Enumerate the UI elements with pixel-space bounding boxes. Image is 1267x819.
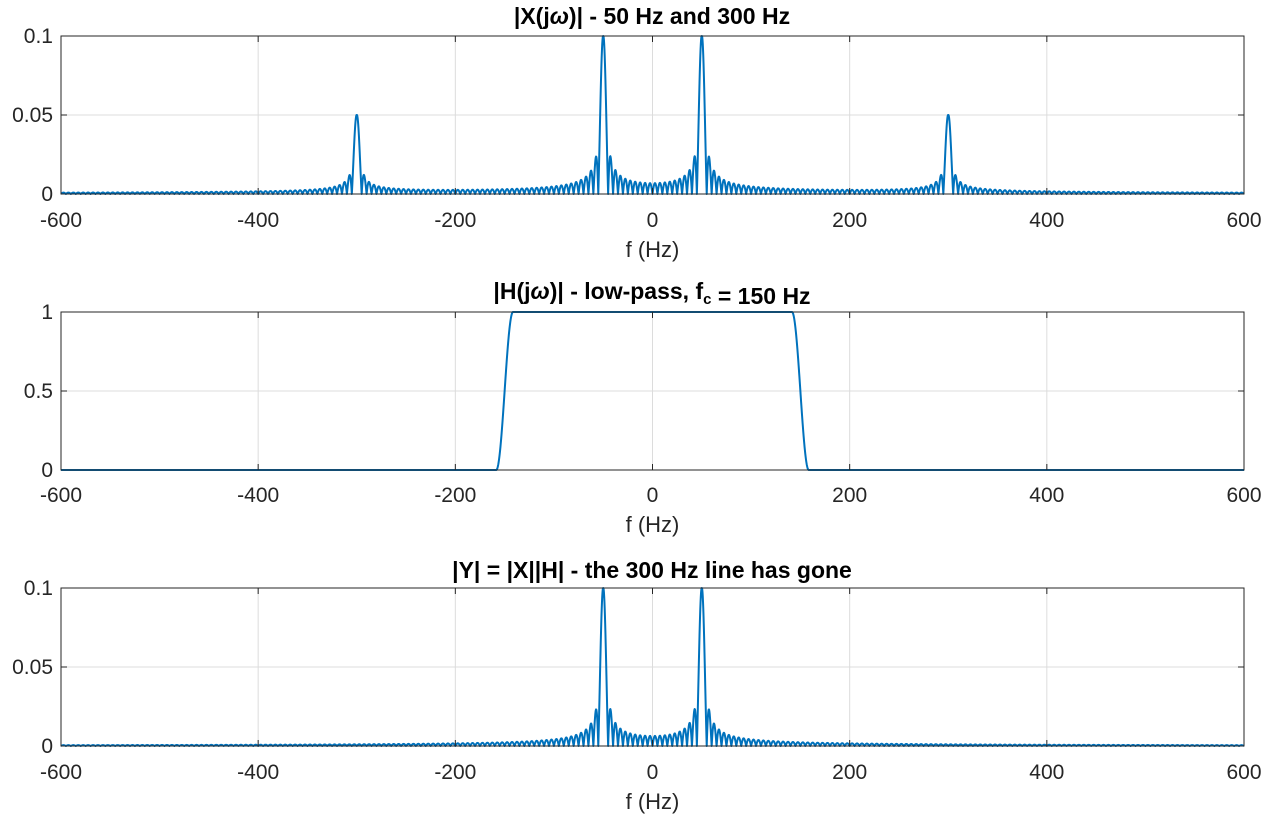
x-tick-label: -600 xyxy=(40,209,82,232)
subplot-x-spectrum: -600 -400 -200 0 200 400 600 0 0.05 0.1 f (Hz) |X(j… xyxy=(12,3,1261,262)
x-tick-label: 600 xyxy=(1226,761,1261,784)
x-tick-label: 200 xyxy=(832,761,867,784)
x-tick-label: 200 xyxy=(832,209,867,232)
title-y-output: |Y| = |X||H| - the 300 Hz line has gone xyxy=(452,557,852,583)
x-tick-label: -200 xyxy=(434,761,476,784)
y-tick-label: 0.1 xyxy=(24,577,53,600)
y-tick-label: 0.05 xyxy=(12,104,53,127)
x-tick-label: -400 xyxy=(237,761,279,784)
x-axis-label: f (Hz) xyxy=(626,512,680,537)
y-tick-label: 0.1 xyxy=(24,25,53,48)
y-tick-label: 0 xyxy=(41,735,53,758)
x-tick-label: 200 xyxy=(832,484,867,507)
x-tick-label: 600 xyxy=(1226,484,1261,507)
y-tick-label: 0.05 xyxy=(12,656,53,679)
subplot-h-filter: -600 -400 -200 0 200 400 600 0 0.5 1 f (Hz) |H(jω)|… xyxy=(24,278,1262,537)
x-tick-label: -600 xyxy=(40,484,82,507)
x-tick-label: 400 xyxy=(1029,209,1064,232)
title-h-filter: |H(jω)| - low-pass, fc = 150 Hz xyxy=(493,278,810,309)
x-tick-label: 0 xyxy=(647,761,659,784)
x-axis-label: f (Hz) xyxy=(626,789,680,814)
x-tick-label: 0 xyxy=(647,209,659,232)
title-x-spectrum: |X(jω)| - 50 Hz and 300 Hz xyxy=(514,3,790,29)
x-tick-label: -600 xyxy=(40,761,82,784)
x-tick-label: 400 xyxy=(1029,761,1064,784)
subplot-y-output: -600 -400 -200 0 200 400 600 0 0.05 0.1 f (Hz) |Y| … xyxy=(12,557,1261,814)
y-tick-label: 1 xyxy=(41,301,53,324)
x-tick-label: -400 xyxy=(237,484,279,507)
x-tick-label: -200 xyxy=(434,484,476,507)
x-axis-label: f (Hz) xyxy=(626,237,680,262)
x-tick-label: -200 xyxy=(434,209,476,232)
y-tick-label: 0 xyxy=(41,183,53,206)
x-tick-label: 600 xyxy=(1226,209,1261,232)
x-tick-label: 400 xyxy=(1029,484,1064,507)
y-tick-label: 0.5 xyxy=(24,380,53,403)
x-tick-label: 0 xyxy=(647,484,659,507)
y-tick-label: 0 xyxy=(41,459,53,482)
x-tick-label: -400 xyxy=(237,209,279,232)
